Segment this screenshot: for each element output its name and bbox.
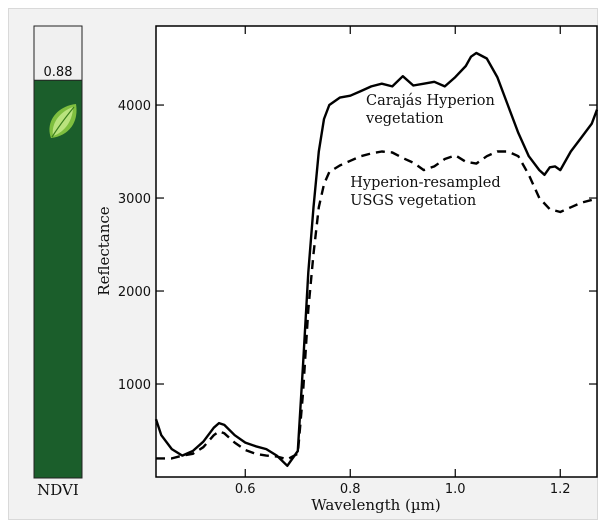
ndvi-label: NDVI — [37, 481, 79, 499]
ndvi-bar-fill — [33, 79, 83, 479]
y-tick-label: 1000 — [118, 378, 151, 393]
annotation-label: Carajás Hyperion vegetation — [365, 93, 495, 127]
y-tick-label: 4000 — [118, 99, 151, 114]
x-axis-title: Wavelength (µm) — [311, 496, 440, 514]
x-tick-label: 0.8 — [340, 482, 361, 497]
tick-marks — [156, 26, 597, 477]
ndvi-bar: 0.88 NDVI — [33, 25, 83, 499]
x-tick-label: 0.6 — [235, 482, 256, 497]
y-tick-label: 2000 — [118, 285, 151, 300]
x-tick-label: 1.2 — [550, 482, 571, 497]
annotation-label: Hyperion-resampled USGS vegetation — [350, 175, 500, 209]
plot-area — [155, 25, 598, 478]
y-axis-title: Reflectance — [95, 206, 113, 295]
x-tick-label: 1.0 — [445, 482, 466, 497]
series-layer — [154, 51, 599, 467]
series-line-carajas-hyperion — [154, 51, 599, 467]
figure-frame: 0.88 NDVI 0.6 0.8 1.0 1.2 1000 2000 3000 4000 C… — [8, 8, 599, 520]
annotations: Carajás Hyperion vegetation Hyperion-resam… — [350, 93, 500, 209]
y-tick-label: 3000 — [118, 192, 151, 207]
ndvi-value: 0.88 — [44, 65, 73, 80]
leaf-icon — [49, 104, 77, 138]
reflectance-chart: 0.88 NDVI 0.6 0.8 1.0 1.2 1000 2000 3000 4000 C… — [33, 25, 599, 514]
tick-labels: 0.6 0.8 1.0 1.2 1000 2000 3000 4000 — [118, 99, 571, 497]
